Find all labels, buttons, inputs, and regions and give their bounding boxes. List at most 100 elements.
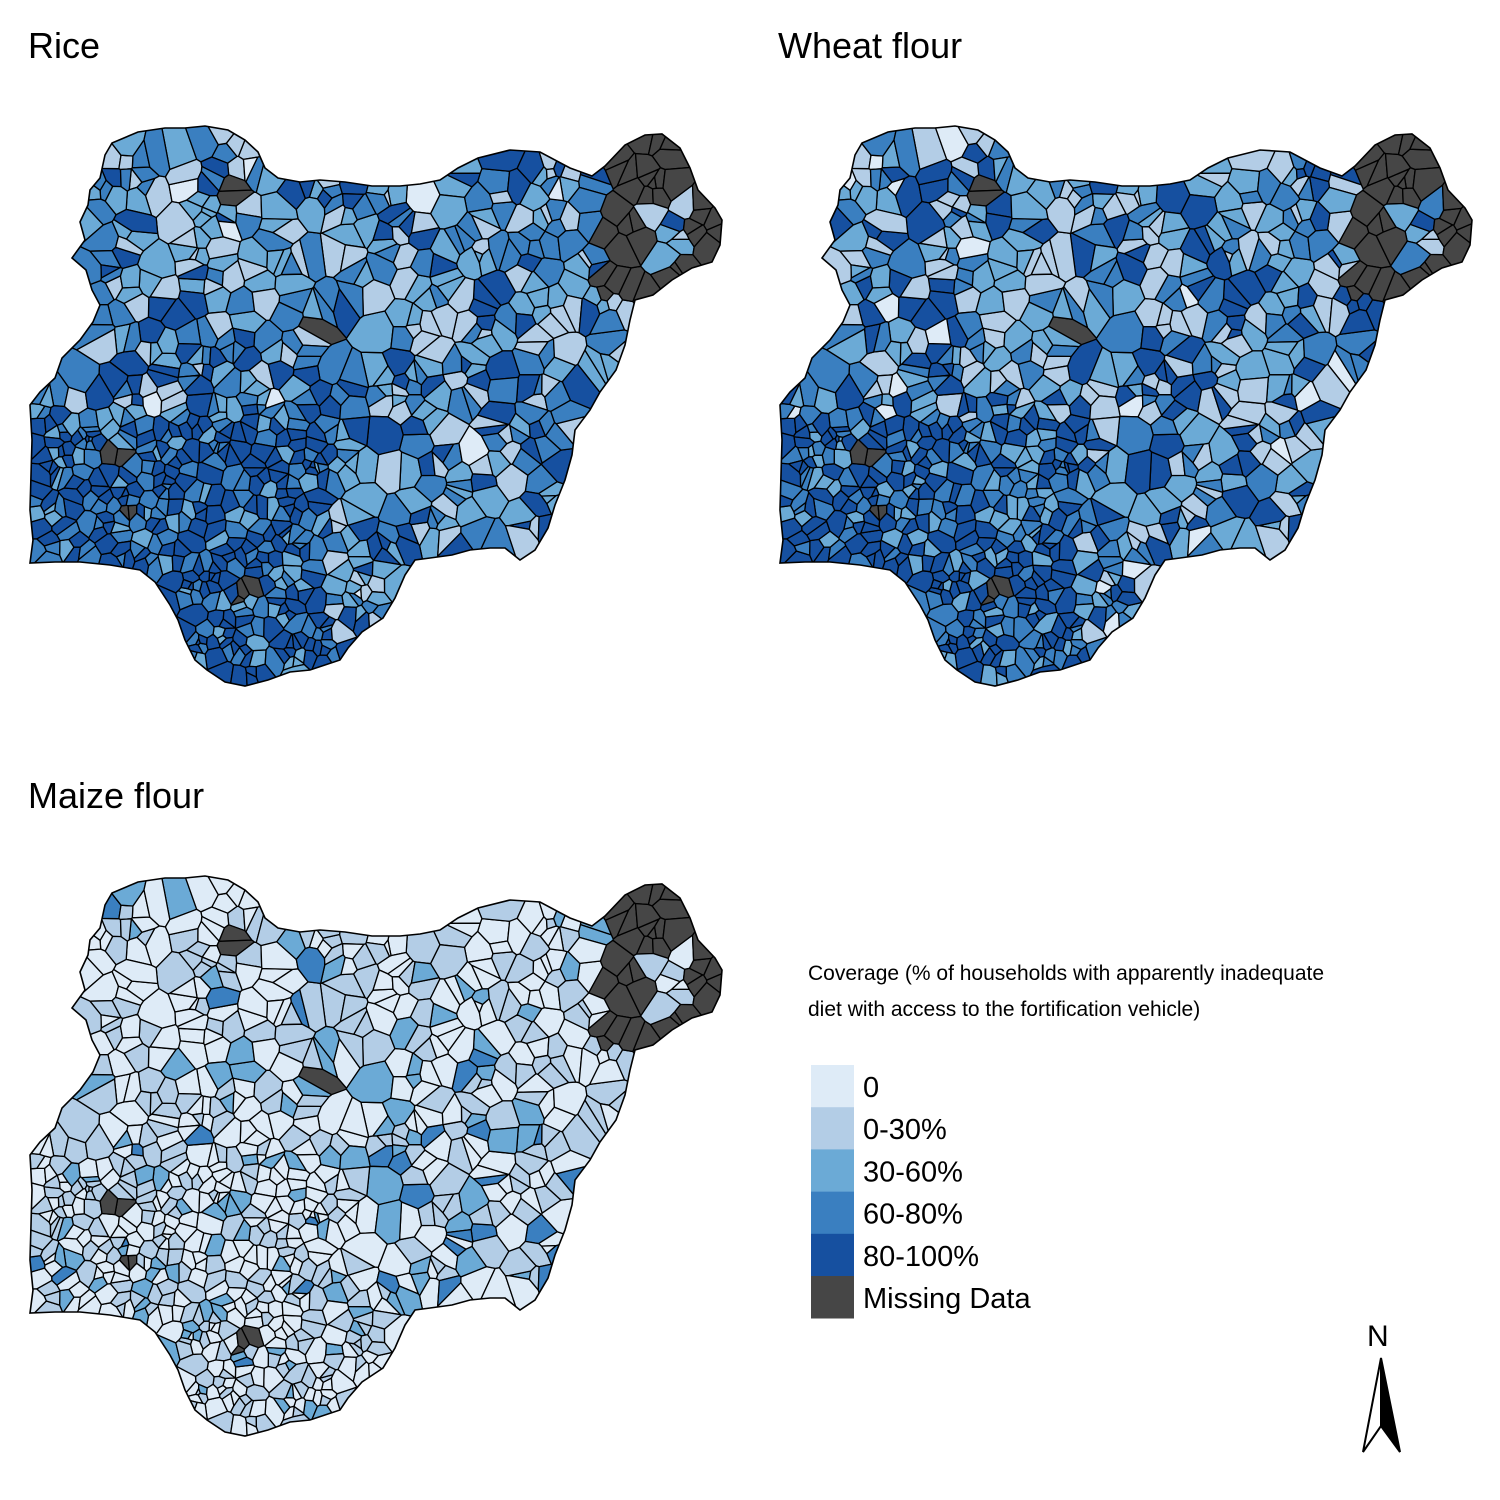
- district: [77, 538, 97, 561]
- district: [77, 1288, 97, 1311]
- district: [429, 194, 468, 230]
- district: [218, 1171, 235, 1190]
- district: [1027, 663, 1071, 686]
- district: [177, 421, 193, 441]
- district: [955, 236, 991, 260]
- district: [869, 168, 882, 192]
- district: [540, 1244, 557, 1255]
- district: [557, 229, 590, 264]
- district: [191, 500, 209, 515]
- district: [327, 1205, 347, 1224]
- district: [387, 876, 411, 957]
- district: [604, 909, 630, 940]
- district: [192, 578, 203, 593]
- district: [1382, 270, 1461, 360]
- district: [1358, 332, 1472, 449]
- district: [1211, 386, 1233, 422]
- district: [135, 428, 157, 449]
- district: [528, 419, 546, 440]
- district: [504, 524, 588, 686]
- district: [232, 489, 255, 509]
- district: [985, 622, 1005, 639]
- district: [365, 941, 391, 966]
- district: [1046, 344, 1080, 358]
- district: [897, 363, 931, 379]
- district: [171, 1304, 186, 1323]
- district: [60, 1365, 197, 1436]
- district: [1033, 647, 1047, 658]
- district: [296, 1153, 322, 1175]
- district: [1017, 360, 1045, 391]
- district: [169, 227, 198, 249]
- district: [1050, 568, 1077, 589]
- district: [332, 1006, 368, 1035]
- district: [135, 1178, 157, 1199]
- district: [333, 437, 368, 452]
- district: [214, 327, 236, 351]
- district: [691, 148, 722, 211]
- district: [647, 126, 676, 157]
- district: [431, 443, 455, 464]
- district: [875, 480, 895, 499]
- district: [277, 663, 321, 686]
- district: [51, 1265, 78, 1286]
- district: [528, 1169, 546, 1190]
- district: [1024, 428, 1042, 448]
- district: [919, 227, 948, 249]
- district: [232, 345, 263, 372]
- district: [156, 326, 180, 355]
- district: [242, 906, 259, 933]
- district: [344, 579, 363, 595]
- district: [929, 651, 958, 686]
- district: [885, 439, 908, 455]
- district: [1115, 126, 1153, 196]
- district: [66, 545, 102, 677]
- district: [1353, 264, 1382, 295]
- district: [374, 1199, 403, 1245]
- district: [171, 554, 186, 573]
- district: [537, 513, 722, 686]
- district: [198, 570, 211, 583]
- district: [844, 533, 869, 556]
- district: [387, 126, 411, 207]
- district: [649, 1016, 722, 1128]
- legend-label: 30-60%: [863, 1156, 963, 1188]
- district: [1254, 524, 1338, 686]
- district: [547, 282, 568, 310]
- district: [338, 1096, 370, 1139]
- district: [321, 550, 350, 576]
- district: [1000, 615, 1015, 638]
- district: [36, 405, 52, 420]
- district: [1317, 186, 1358, 215]
- district: [415, 1085, 456, 1114]
- district: [287, 523, 307, 545]
- district: [192, 1328, 203, 1343]
- district: [84, 1184, 90, 1194]
- district: [71, 446, 85, 466]
- district: [1269, 182, 1301, 212]
- district: [599, 1103, 722, 1241]
- district: [461, 1136, 483, 1172]
- district: [1441, 148, 1472, 211]
- district: [204, 529, 230, 552]
- district: [632, 202, 670, 233]
- district: [94, 1283, 119, 1306]
- district: [333, 1187, 368, 1202]
- district: [383, 1314, 467, 1394]
- district: [780, 126, 857, 191]
- district: [1137, 207, 1164, 228]
- legend-swatch: [811, 1065, 854, 1108]
- district: [159, 1178, 173, 1194]
- district: [237, 876, 309, 911]
- district: [519, 932, 551, 962]
- district: [224, 443, 242, 468]
- district: [301, 458, 313, 471]
- district: [1277, 239, 1295, 260]
- district: [179, 1401, 208, 1436]
- district: [1006, 494, 1019, 520]
- district: [875, 230, 910, 252]
- district: [443, 922, 481, 938]
- district: [140, 1209, 156, 1225]
- district: [989, 413, 1010, 431]
- district: [1122, 601, 1260, 686]
